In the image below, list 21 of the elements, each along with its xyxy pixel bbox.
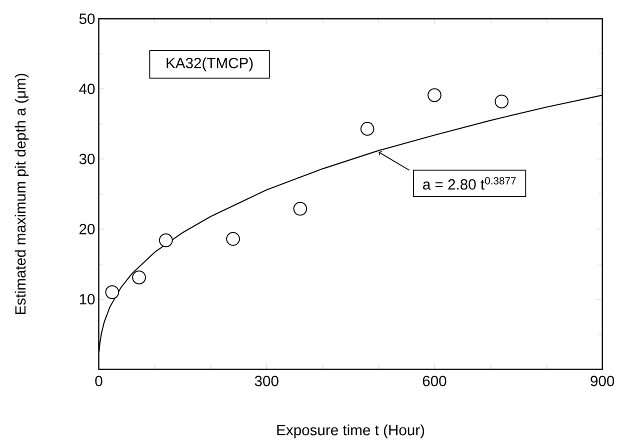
y-tick-label: 20: [80, 224, 95, 235]
point: [105, 285, 120, 300]
annotation: KA32(TMCP): [166, 58, 253, 72]
y-axis-title: Estimated maximum pit depth a (μm): [14, 74, 29, 314]
point: [428, 88, 442, 102]
point: [494, 94, 509, 109]
x-tick-label: 600: [422, 376, 446, 386]
y-tick-label: 40: [79, 84, 95, 94]
point: [132, 270, 146, 285]
point: [226, 232, 240, 246]
point: [360, 122, 374, 136]
x-axis-title: Exposure time t (Hour): [277, 424, 424, 438]
annotation: a = 2.80 t$^{0.3877}$: [423, 177, 516, 190]
y-tick-label: 10: [80, 294, 95, 305]
x-tick-label: 300: [254, 376, 278, 386]
point: [293, 202, 308, 216]
x-tick-label: 0: [95, 376, 102, 386]
x-tick-label: 900: [590, 376, 614, 386]
point: [158, 234, 173, 248]
y-tick-label: 30: [79, 154, 95, 164]
y-tick-label: 50: [79, 14, 95, 24]
